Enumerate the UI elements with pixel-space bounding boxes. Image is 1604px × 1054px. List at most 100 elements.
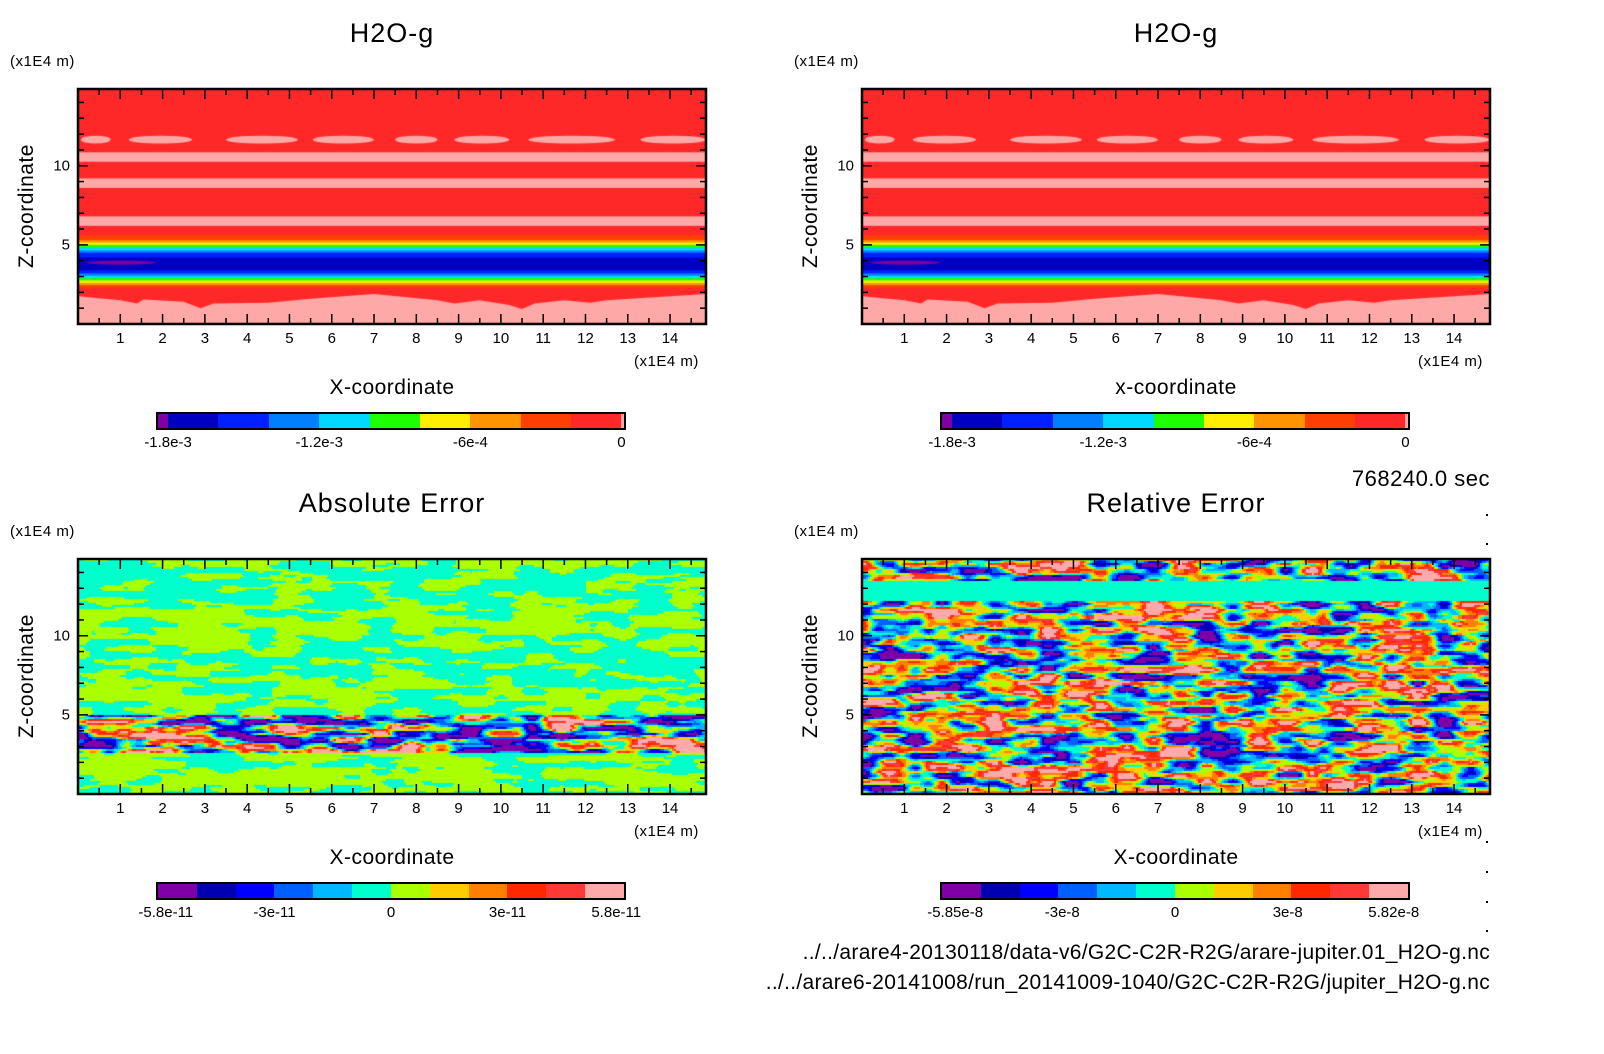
colorbar-segment — [1136, 884, 1175, 898]
x-tick-label: 7 — [369, 800, 379, 817]
colorbar-segment — [319, 414, 370, 428]
colorbar-segment — [585, 884, 624, 898]
x-tick-label: 13 — [1403, 330, 1421, 347]
colorbar-tick-label: -1.8e-3 — [144, 434, 192, 451]
x-axis-title: X-coordinate — [1113, 846, 1239, 869]
colorbar-tick-label: 3e-11 — [488, 904, 527, 921]
colorbar-segment — [1405, 414, 1408, 428]
y-unit-label: (x1E4 m) — [10, 523, 75, 540]
colorbar-segment — [1052, 414, 1104, 428]
colorbar-segment — [1097, 884, 1137, 898]
x-tick-label: 1 — [116, 800, 125, 817]
x-axis-title: X-coordinate — [329, 846, 455, 869]
x-tick-label: 1 — [900, 330, 909, 347]
x-tick-label: 8 — [1196, 330, 1205, 347]
colorbar-segment — [507, 884, 547, 898]
y-axis-title: Z-coordinate — [799, 144, 822, 268]
panel-bottom-left: Absolute Error (x1E4 m) Z-coordinate (x1E4 … — [0, 470, 780, 940]
colorbar-segment — [1369, 884, 1408, 898]
x-tick-label: 8 — [1196, 800, 1205, 817]
x-tick-label: 12 — [1361, 800, 1378, 817]
x-tick-label: 2 — [942, 800, 951, 817]
colorbar — [940, 882, 1410, 900]
time-label: 768240.0 sec — [1351, 466, 1490, 491]
colorbar-segment — [468, 884, 508, 898]
x-tick-label: 12 — [1361, 330, 1378, 347]
colorbar-segment — [621, 414, 624, 428]
y-unit-label: (x1E4 m) — [794, 523, 859, 540]
x-tick-label: 5 — [1069, 330, 1078, 347]
x-tick-label: 4 — [242, 800, 252, 817]
x-unit-label: (x1E4 m) — [634, 823, 699, 840]
x-tick-label: 7 — [1153, 800, 1163, 817]
colorbar-segment — [168, 414, 219, 428]
colorbar-tick-label: 0 — [386, 904, 396, 921]
x-tick-label: 7 — [1153, 330, 1163, 347]
margin-dot — [1486, 841, 1488, 843]
plot-area — [76, 557, 708, 796]
x-tick-label: 3 — [984, 330, 994, 347]
x-unit-label: (x1E4 m) — [1418, 353, 1483, 370]
x-tick-label: 2 — [942, 330, 951, 347]
x-tick-label: 11 — [1319, 330, 1335, 347]
colorbar-segment — [158, 884, 197, 898]
colorbar-segment — [1174, 884, 1214, 898]
x-tick-label: 14 — [1445, 330, 1463, 347]
x-unit-label: (x1E4 m) — [634, 353, 699, 370]
chart-title: Relative Error — [1086, 488, 1266, 518]
x-axis-title: x-coordinate — [1115, 376, 1237, 399]
colorbar-segment — [390, 884, 430, 898]
colorbar-segment — [1058, 884, 1098, 898]
x-tick-label: 13 — [1403, 800, 1421, 817]
colorbar-tick-label: 5.82e-8 — [1368, 904, 1420, 921]
colorbar-segment — [235, 884, 275, 898]
colorbar-segment — [470, 414, 521, 428]
contour-field — [862, 89, 1490, 324]
colorbar-segment — [952, 414, 1003, 428]
margin-dot — [1486, 514, 1488, 516]
colorbar — [156, 882, 626, 900]
x-tick-label: 10 — [1276, 330, 1294, 347]
colorbar-segment — [429, 884, 469, 898]
plot-area — [860, 557, 1492, 796]
x-tick-label: 9 — [1238, 330, 1247, 347]
margin-dot — [1486, 871, 1488, 873]
colorbar-tick-label: -1.8e-3 — [928, 434, 976, 451]
contour-field — [78, 559, 706, 794]
x-tick-label: 5 — [1069, 800, 1078, 817]
colorbar-segment — [546, 884, 586, 898]
colorbar-segment — [1203, 414, 1255, 428]
axes-frame — [860, 87, 1492, 326]
x-tick-label: 4 — [1026, 330, 1036, 347]
colorbar-segment — [419, 414, 471, 428]
colorbar-segment — [1103, 414, 1154, 428]
x-axis-title: X-coordinate — [329, 376, 455, 399]
colorbar-tick-label: 5.8e-11 — [591, 904, 642, 921]
chart-title: H2O-g — [349, 18, 435, 48]
y-unit-label: (x1E4 m) — [794, 53, 859, 70]
colorbar-tick-label: -6e-4 — [452, 434, 488, 451]
colorbar-segment — [980, 884, 1020, 898]
x-tick-label: 1 — [900, 800, 909, 817]
axes-frame — [76, 87, 708, 326]
contour-field — [862, 559, 1490, 794]
colorbar-tick-label: 0 — [1401, 434, 1410, 451]
colorbar-segment — [369, 414, 420, 428]
colorbar-tick-label: -3e-8 — [1044, 904, 1080, 921]
panel-bottom-right: Relative Error (x1E4 m) Z-coordinate (x1E4 … — [784, 470, 1564, 940]
y-axis-title: Z-coordinate — [15, 144, 38, 268]
contour-field — [78, 89, 706, 324]
panel-top-left: H2O-g (x1E4 m) Z-coordinate (x1E4 m) X-coord… — [0, 0, 780, 470]
colorbar-tick-label: -1.2e-3 — [295, 434, 343, 451]
x-tick-label: 4 — [1026, 800, 1036, 817]
colorbar — [156, 412, 626, 430]
x-tick-label: 8 — [412, 330, 421, 347]
x-tick-label: 5 — [285, 800, 294, 817]
axes-frame — [76, 557, 708, 796]
x-tick-label: 6 — [327, 330, 336, 347]
colorbar-tick-label: 3e-8 — [1272, 904, 1303, 921]
y-axis-title: Z-coordinate — [799, 614, 822, 738]
y-tick-label: 10 — [837, 627, 854, 645]
plot-border — [76, 557, 708, 796]
x-tick-label: 11 — [1319, 800, 1335, 817]
